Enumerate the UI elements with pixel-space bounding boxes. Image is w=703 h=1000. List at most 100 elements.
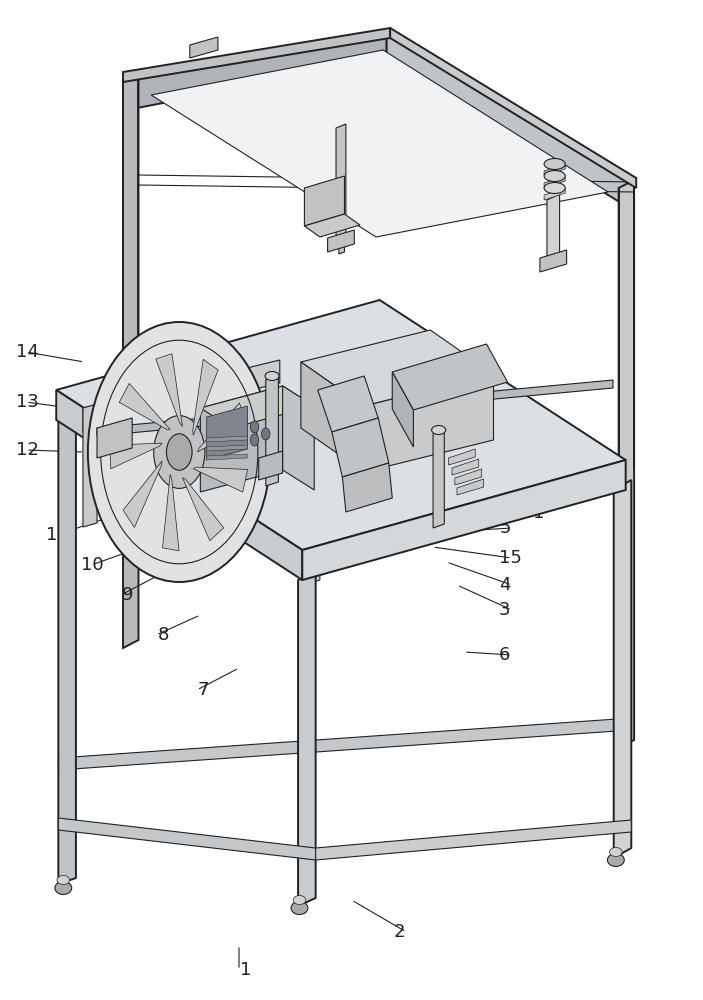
- Circle shape: [88, 322, 271, 582]
- Circle shape: [167, 434, 192, 470]
- Polygon shape: [56, 390, 302, 580]
- Polygon shape: [193, 467, 247, 492]
- Circle shape: [262, 428, 270, 440]
- Polygon shape: [127, 30, 387, 110]
- Polygon shape: [259, 451, 283, 480]
- Polygon shape: [58, 818, 316, 860]
- Polygon shape: [390, 28, 636, 188]
- Polygon shape: [544, 188, 565, 200]
- Text: 5: 5: [499, 519, 510, 537]
- Polygon shape: [301, 362, 364, 472]
- Text: 9: 9: [122, 586, 134, 604]
- Text: 3: 3: [499, 601, 510, 619]
- Polygon shape: [392, 344, 508, 410]
- Text: 12: 12: [15, 441, 39, 459]
- Polygon shape: [193, 359, 218, 435]
- Polygon shape: [207, 436, 247, 442]
- Polygon shape: [302, 460, 626, 580]
- Polygon shape: [336, 124, 346, 246]
- Text: 7: 7: [198, 681, 209, 699]
- Text: 1503: 1503: [499, 463, 545, 481]
- Polygon shape: [183, 478, 224, 541]
- Polygon shape: [151, 50, 608, 237]
- Polygon shape: [392, 372, 413, 447]
- Text: 1501: 1501: [499, 504, 545, 522]
- Polygon shape: [332, 418, 389, 477]
- Ellipse shape: [544, 170, 565, 182]
- Polygon shape: [200, 386, 314, 428]
- Polygon shape: [58, 718, 631, 770]
- Text: 10: 10: [82, 556, 104, 574]
- Polygon shape: [328, 230, 354, 252]
- Ellipse shape: [265, 371, 279, 380]
- Polygon shape: [123, 461, 162, 527]
- Text: 2: 2: [394, 923, 405, 941]
- Polygon shape: [120, 383, 170, 429]
- Polygon shape: [283, 386, 314, 490]
- Polygon shape: [457, 479, 484, 495]
- Ellipse shape: [293, 896, 306, 904]
- Polygon shape: [198, 403, 246, 452]
- Polygon shape: [614, 480, 631, 858]
- Polygon shape: [200, 386, 283, 492]
- Circle shape: [154, 416, 205, 488]
- Polygon shape: [123, 72, 138, 648]
- Polygon shape: [619, 180, 634, 748]
- Polygon shape: [83, 360, 280, 431]
- Text: 6: 6: [499, 646, 510, 664]
- Polygon shape: [97, 418, 132, 458]
- Polygon shape: [387, 30, 633, 210]
- Text: 15: 15: [499, 549, 522, 567]
- Circle shape: [250, 434, 259, 446]
- Polygon shape: [544, 176, 565, 188]
- Circle shape: [250, 421, 259, 433]
- Polygon shape: [301, 330, 494, 406]
- Polygon shape: [304, 176, 344, 226]
- Polygon shape: [207, 445, 247, 451]
- Polygon shape: [304, 214, 360, 237]
- Polygon shape: [156, 354, 183, 426]
- Polygon shape: [127, 30, 633, 230]
- Polygon shape: [316, 820, 631, 860]
- Ellipse shape: [544, 158, 565, 169]
- Text: 1504: 1504: [499, 443, 545, 461]
- Polygon shape: [110, 443, 162, 469]
- Polygon shape: [455, 469, 482, 485]
- Text: 11: 11: [46, 526, 69, 544]
- Polygon shape: [162, 475, 179, 551]
- Polygon shape: [207, 454, 247, 460]
- Polygon shape: [544, 164, 565, 176]
- Polygon shape: [302, 544, 320, 586]
- Polygon shape: [339, 240, 344, 254]
- Polygon shape: [266, 376, 278, 486]
- Polygon shape: [449, 449, 475, 465]
- Polygon shape: [97, 380, 613, 436]
- Polygon shape: [540, 250, 567, 272]
- Polygon shape: [433, 430, 444, 528]
- Ellipse shape: [610, 847, 622, 856]
- Polygon shape: [207, 406, 247, 460]
- Polygon shape: [364, 374, 494, 472]
- Polygon shape: [342, 463, 392, 512]
- Ellipse shape: [55, 882, 72, 894]
- Ellipse shape: [544, 182, 565, 194]
- Text: 1502: 1502: [499, 483, 545, 501]
- Ellipse shape: [57, 876, 70, 884]
- Polygon shape: [83, 404, 97, 527]
- Polygon shape: [298, 572, 316, 906]
- Text: 13: 13: [15, 393, 39, 411]
- Text: 4: 4: [499, 576, 510, 594]
- Polygon shape: [123, 28, 390, 82]
- Polygon shape: [58, 414, 76, 884]
- Text: 8: 8: [157, 626, 169, 644]
- Ellipse shape: [607, 854, 624, 866]
- Text: 14: 14: [15, 343, 39, 361]
- Polygon shape: [452, 459, 479, 475]
- Polygon shape: [547, 194, 560, 266]
- Polygon shape: [318, 376, 378, 432]
- Ellipse shape: [432, 426, 446, 434]
- Polygon shape: [190, 37, 218, 58]
- Ellipse shape: [291, 902, 308, 914]
- Text: 1: 1: [240, 961, 252, 979]
- Polygon shape: [56, 300, 626, 550]
